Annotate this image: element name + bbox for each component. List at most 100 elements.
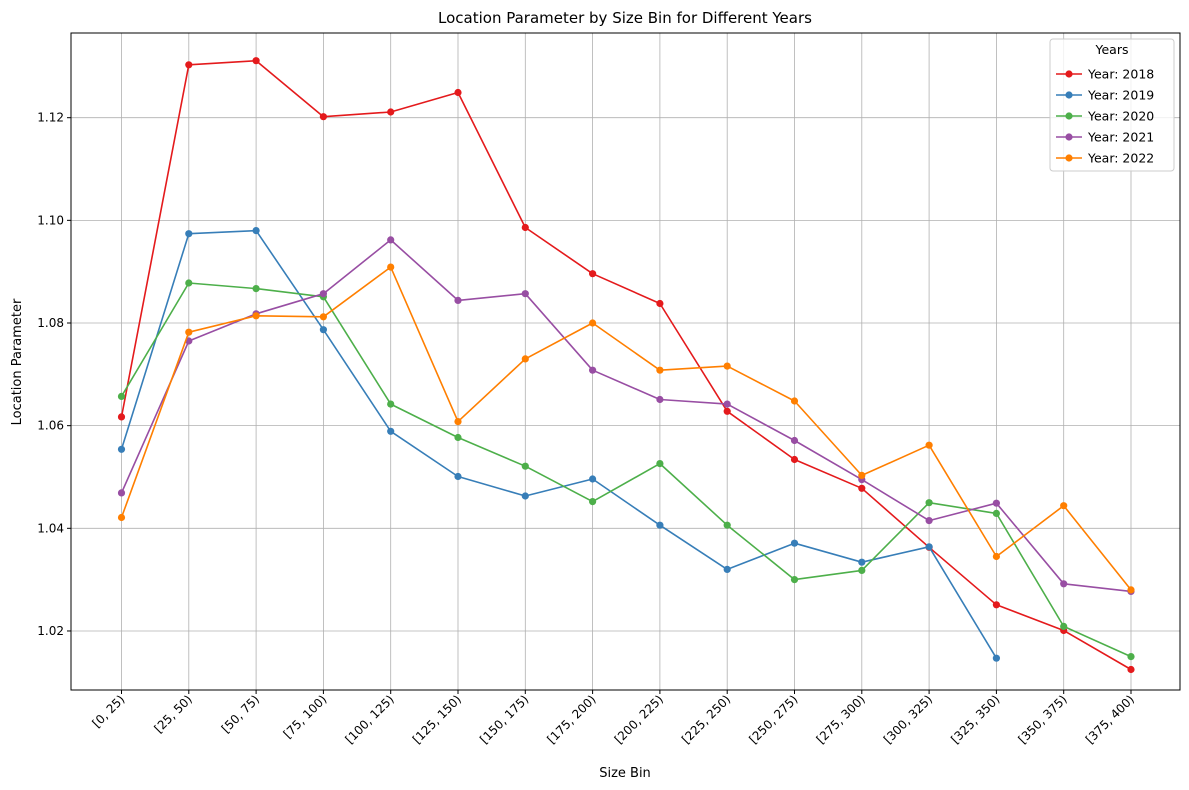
data-point (656, 395, 664, 404)
legend-label: Year: 2022 (1087, 151, 1154, 166)
data-point (185, 230, 193, 238)
data-point (117, 445, 126, 453)
x-tick-label: [100, 125) (343, 692, 397, 746)
data-point (925, 441, 933, 449)
data-point (790, 576, 799, 584)
data-point (319, 113, 327, 121)
legend-swatch-marker (1065, 154, 1073, 162)
legend-box (1049, 38, 1175, 172)
data-point (589, 319, 597, 327)
data-point (589, 270, 597, 278)
data-point (656, 299, 664, 308)
data-point (992, 509, 1001, 517)
legend-label: Year: 2021 (1087, 130, 1154, 145)
data-point (656, 460, 664, 468)
data-point (1127, 665, 1135, 674)
x-tick-label: [300, 325) (881, 692, 935, 746)
y-axis-label: Location Parameter (10, 298, 25, 425)
plot-area: 1.02 1.04 1.06 1.08 1.10 1.12 [0, 25) [25, 50) [… (37, 32, 1181, 747)
y-tick-label: 1.12 (37, 111, 64, 125)
x-axis-label: Size Bin (599, 766, 651, 781)
data-point (387, 400, 395, 408)
series-line (120, 239, 1132, 593)
data-point (454, 472, 462, 481)
data-point (387, 427, 395, 435)
x-tick-label: [125, 150) (410, 692, 464, 746)
data-point (521, 492, 529, 500)
data-point (319, 326, 327, 334)
data-point (723, 521, 731, 529)
data-point (925, 517, 933, 525)
x-tick-label: [200, 225) (612, 692, 666, 746)
data-point (117, 392, 126, 400)
x-tick-label: [375, 400) (1083, 692, 1137, 746)
data-point (723, 407, 731, 415)
series-line (120, 229, 998, 659)
legend-item: Year: 2020 (1056, 109, 1154, 124)
data-point (387, 263, 395, 271)
data-point (723, 362, 731, 370)
x-tick-label: [25, 50) (151, 692, 195, 736)
data-point (521, 223, 529, 232)
data-point (252, 227, 260, 235)
series-year-2021 (117, 236, 1135, 596)
y-tick-label: 1.02 (37, 624, 64, 638)
legend-item: Year: 2019 (1056, 88, 1154, 103)
y-tick-label: 1.04 (37, 521, 64, 535)
series-year-2019 (117, 227, 1001, 662)
x-tick-label: [350, 375) (1016, 692, 1070, 746)
data-point (252, 285, 260, 293)
data-point (790, 397, 799, 405)
data-point (387, 108, 395, 116)
legend-swatch-marker (1065, 112, 1073, 120)
data-point (1060, 580, 1068, 588)
series-line (120, 59, 1132, 671)
data-point (252, 312, 260, 320)
x-tick-label: [175, 200) (544, 692, 598, 746)
x-tick-label: [250, 275) (746, 692, 800, 746)
x-tick-label: [0, 25) (90, 692, 128, 730)
legend-item: Year: 2018 (1056, 67, 1154, 82)
data-point (454, 296, 462, 304)
data-point (992, 654, 1001, 662)
data-point (858, 471, 866, 479)
series-line (120, 282, 1132, 658)
data-point (117, 489, 126, 497)
data-point (185, 328, 193, 336)
data-point (790, 539, 799, 547)
data-point (1060, 502, 1068, 510)
data-point (185, 61, 193, 69)
grid-lines (71, 33, 1180, 690)
data-point (387, 236, 395, 244)
data-point (656, 366, 664, 374)
data-point (790, 455, 799, 464)
data-point (925, 499, 933, 507)
plot-frame (70, 32, 1181, 691)
data-point (521, 462, 529, 470)
data-point (858, 558, 866, 566)
data-point (454, 88, 462, 97)
data-point (992, 601, 1001, 609)
data-point (992, 552, 1001, 561)
x-tick-label: [275, 300) (814, 692, 868, 746)
series-year-2020 (117, 279, 1135, 661)
data-point (925, 543, 933, 551)
data-point (521, 355, 529, 363)
x-tick-label: [325, 350) (948, 692, 1002, 746)
legend-title: Years (1095, 42, 1129, 57)
data-point (521, 290, 529, 298)
legend-swatch-marker (1065, 91, 1073, 99)
data-point (589, 498, 597, 506)
data-point (858, 566, 866, 575)
x-tick-label: [50, 75) (219, 692, 263, 736)
x-tick-label: [75, 100) (281, 692, 330, 741)
data-point (117, 513, 126, 522)
y-tick-label: 1.08 (37, 316, 64, 330)
x-tick-label: [225, 250) (679, 692, 733, 746)
data-point (992, 499, 1001, 507)
data-point (656, 521, 664, 529)
legend-item: Year: 2022 (1056, 151, 1154, 166)
data-point (252, 57, 260, 65)
